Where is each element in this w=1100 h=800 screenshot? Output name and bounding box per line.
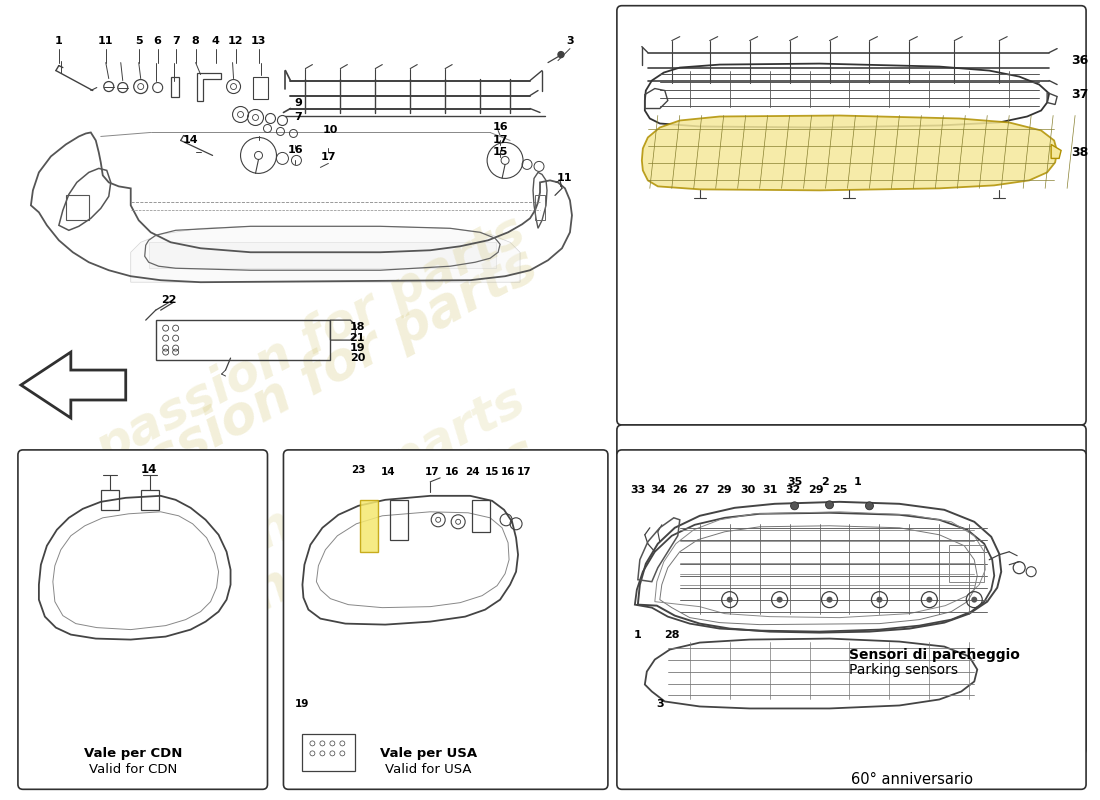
Text: Valid for CDN: Valid for CDN: [89, 763, 177, 776]
Text: 16: 16: [493, 122, 508, 133]
Text: 14: 14: [183, 135, 198, 146]
Circle shape: [558, 52, 564, 58]
Text: 10: 10: [322, 126, 338, 135]
Text: 16: 16: [287, 146, 304, 155]
Text: 15: 15: [493, 147, 508, 158]
Circle shape: [971, 597, 977, 602]
Circle shape: [877, 597, 882, 602]
Text: 14: 14: [141, 463, 157, 476]
Text: passion for parts: passion for parts: [75, 238, 546, 522]
Text: 35: 35: [786, 477, 802, 487]
Text: Parking sensors: Parking sensors: [849, 662, 958, 677]
Text: 14: 14: [381, 467, 396, 477]
Text: 60° anniversario: 60° anniversario: [851, 772, 974, 787]
Text: 36: 36: [1071, 54, 1088, 67]
FancyBboxPatch shape: [617, 6, 1086, 425]
Text: 4: 4: [211, 36, 220, 46]
Text: 6: 6: [154, 36, 162, 46]
Text: 22: 22: [161, 295, 176, 305]
Text: Sensori di parcheggio: Sensori di parcheggio: [849, 647, 1021, 662]
Text: 12: 12: [228, 36, 243, 46]
Text: 26: 26: [672, 485, 688, 495]
Text: 11: 11: [98, 36, 113, 46]
Circle shape: [727, 597, 733, 602]
Text: 19: 19: [350, 343, 365, 353]
Circle shape: [777, 597, 782, 602]
Text: 9: 9: [295, 98, 302, 107]
Circle shape: [791, 502, 799, 510]
Text: 2: 2: [821, 477, 828, 487]
Text: 8: 8: [191, 36, 199, 46]
Text: Vale per CDN: Vale per CDN: [84, 747, 182, 760]
Circle shape: [866, 502, 873, 510]
Text: 5: 5: [135, 36, 143, 46]
Text: 11: 11: [557, 174, 572, 183]
Text: 21: 21: [350, 333, 365, 343]
Text: 29: 29: [716, 485, 732, 495]
Text: 24: 24: [465, 467, 480, 477]
Text: 31: 31: [762, 485, 778, 495]
Text: 1: 1: [634, 630, 641, 639]
Circle shape: [926, 597, 933, 602]
Text: 27: 27: [694, 485, 710, 495]
Text: passion for parts: passion for parts: [88, 376, 534, 643]
Polygon shape: [1052, 145, 1062, 158]
Text: 33: 33: [630, 485, 646, 495]
Text: 7: 7: [172, 36, 179, 46]
Text: 23: 23: [351, 465, 365, 475]
Text: passion for parts: passion for parts: [88, 206, 534, 474]
FancyBboxPatch shape: [18, 450, 267, 790]
Polygon shape: [361, 500, 378, 552]
Text: 29: 29: [807, 485, 824, 495]
Text: 17: 17: [425, 467, 440, 477]
FancyBboxPatch shape: [617, 450, 1086, 790]
Text: passion for parts: passion for parts: [75, 428, 546, 711]
Circle shape: [825, 501, 834, 509]
Text: 20: 20: [350, 353, 365, 363]
Text: Vale per USA: Vale per USA: [379, 747, 476, 760]
Text: 7: 7: [295, 113, 302, 122]
Text: 19: 19: [295, 699, 309, 710]
FancyBboxPatch shape: [617, 425, 1086, 754]
Text: 1: 1: [854, 477, 861, 487]
Text: 17: 17: [320, 153, 337, 162]
Text: 37: 37: [1071, 88, 1089, 101]
Circle shape: [826, 597, 833, 602]
FancyBboxPatch shape: [284, 450, 608, 790]
Polygon shape: [148, 242, 496, 268]
Polygon shape: [21, 352, 125, 418]
Text: 38: 38: [1071, 146, 1088, 159]
Text: 28: 28: [664, 630, 680, 639]
Polygon shape: [641, 115, 1057, 190]
Text: 13: 13: [251, 36, 266, 46]
Text: Valid for USA: Valid for USA: [385, 763, 472, 776]
Text: 17: 17: [493, 135, 508, 146]
Polygon shape: [131, 226, 520, 282]
Text: 25: 25: [832, 485, 847, 495]
Text: 3: 3: [656, 699, 663, 710]
Text: 16: 16: [500, 467, 515, 477]
Text: 30: 30: [740, 485, 756, 495]
Text: 15: 15: [485, 467, 499, 477]
Text: 16: 16: [444, 467, 460, 477]
Text: 17: 17: [517, 467, 531, 477]
Text: 18: 18: [350, 322, 365, 332]
Text: 32: 32: [785, 485, 801, 495]
Text: 1: 1: [55, 36, 63, 46]
Text: 3: 3: [566, 36, 574, 46]
Text: 34: 34: [650, 485, 666, 495]
